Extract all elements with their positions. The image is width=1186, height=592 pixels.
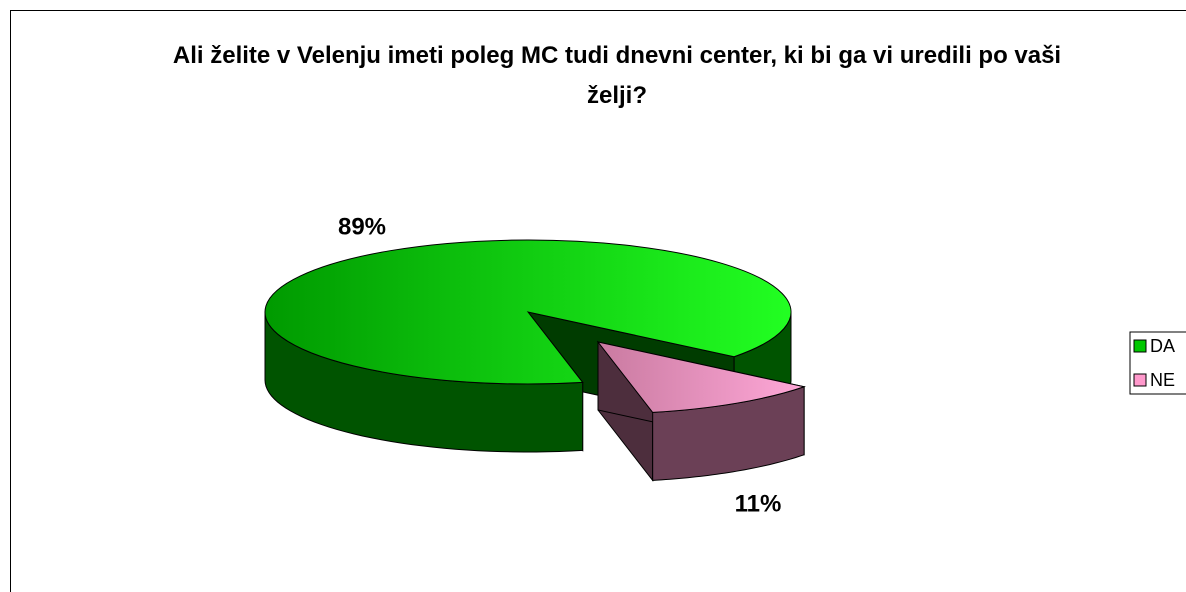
data-label: 89% — [338, 213, 386, 240]
chart-title: Ali želite v Velenju imeti poleg MC tudi… — [172, 42, 1062, 109]
legend-swatch — [1133, 373, 1147, 387]
legend-swatch — [1133, 339, 1147, 353]
pie-slice — [596, 341, 806, 413]
data-label: 11% — [735, 490, 782, 517]
pie-slice — [264, 239, 792, 385]
legend-label: DA — [1150, 336, 1175, 356]
chart-frame — [10, 10, 1186, 592]
legend-label: NE — [1150, 370, 1175, 390]
